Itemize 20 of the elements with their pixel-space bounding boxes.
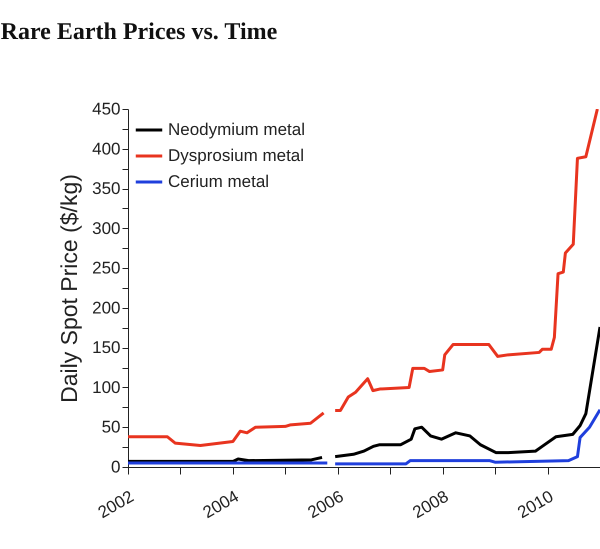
y-tick-label: 50 [102,418,120,437]
y-tick-label: 150 [92,338,120,358]
chart-title: Rare Earth Prices vs. Time [0,19,278,45]
y-axis-title: Daily Spot Price ($/kg) [56,174,82,403]
legend-label: Neodymium metal [168,120,305,139]
y-tick-label: 250 [92,258,120,278]
x-tick-label: 2008 [409,486,452,522]
x-tick-label: 2002 [94,486,137,522]
x-tick-label: 2006 [304,486,347,522]
x-tick-label: 2010 [514,486,557,522]
y-tick-label: 400 [92,139,120,158]
y-tick-label: 300 [92,218,120,238]
legend-label: Cerium metal [168,172,270,191]
y-tick-label: 0 [111,458,120,476]
y-tick-label: 350 [92,179,120,198]
y-tick-label: 450 [92,100,120,118]
legend-label: Dysprosium metal [168,146,304,165]
x-tick-label: 2004 [200,486,242,522]
y-tick-label: 100 [92,378,120,397]
y-tick-label: 200 [92,298,120,318]
